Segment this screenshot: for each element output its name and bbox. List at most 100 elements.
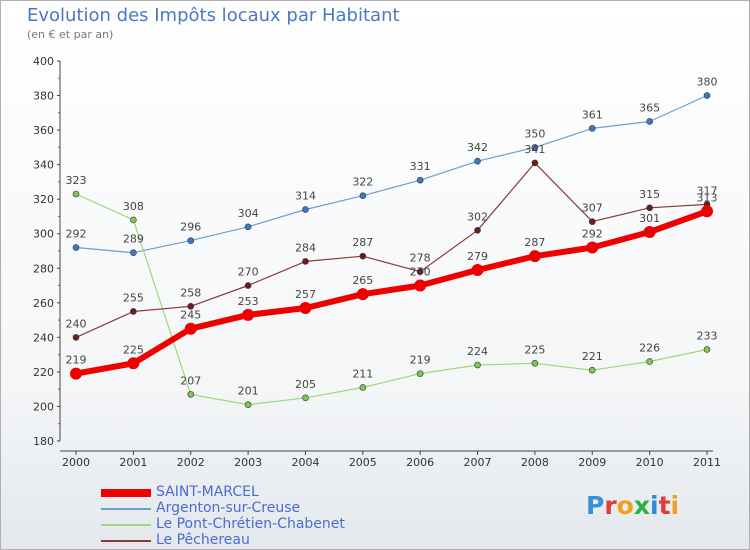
data-point: [130, 308, 137, 315]
series-line: [75, 193, 708, 406]
data-point: [528, 250, 541, 263]
data-point: [244, 401, 252, 409]
x-tick-label: 2010: [636, 456, 664, 469]
data-label: 308: [123, 200, 144, 213]
data-point: [130, 249, 137, 257]
data-label: 265: [352, 274, 373, 287]
data-point: [130, 216, 137, 224]
data-point: [646, 118, 653, 125]
data-label: 365: [639, 101, 660, 114]
data-label: 287: [524, 236, 545, 249]
data-point: [588, 125, 596, 132]
data-point: [588, 218, 596, 225]
data-label: 207: [180, 374, 201, 387]
data-point: [588, 366, 596, 374]
data-point: [416, 176, 424, 184]
data-point: [244, 223, 252, 231]
data-label: 211: [352, 367, 373, 380]
data-label: 270: [410, 266, 431, 279]
data-point: [703, 346, 711, 353]
data-label: 270: [238, 266, 259, 279]
data-label: 258: [180, 286, 201, 299]
data-label: 255: [123, 291, 144, 304]
legend-label-pont-chretien: Le Pont-Chrétien-Chabenet: [156, 516, 345, 532]
data-point: [302, 206, 309, 213]
data-point: [70, 367, 82, 380]
y-tick-label: 260: [33, 297, 54, 310]
data-point: [414, 279, 427, 292]
x-tick-label: 2006: [406, 456, 434, 469]
data-label: 201: [238, 385, 259, 398]
data-point: [474, 157, 481, 165]
chart-subtitle: (en € et par an): [27, 28, 114, 41]
data-label: 296: [180, 221, 201, 234]
x-tick-label: 2002: [177, 456, 205, 469]
data-label: 315: [639, 188, 660, 201]
data-label: 292: [582, 228, 603, 241]
x-tick-label: 2005: [349, 456, 377, 469]
legend-label-argenton: Argenton-sur-Creuse: [156, 500, 301, 516]
data-point: [474, 361, 481, 369]
data-label: 225: [123, 343, 144, 356]
data-point: [643, 226, 656, 238]
x-tick-label: 2000: [62, 456, 90, 469]
data-point: [531, 359, 539, 367]
data-label: 323: [66, 174, 87, 187]
data-label: 292: [66, 228, 87, 241]
data-label: 224: [467, 345, 488, 358]
y-tick-label: 300: [33, 228, 54, 241]
data-label: 331: [410, 160, 431, 173]
data-point: [471, 264, 484, 276]
series-line: [73, 208, 710, 377]
data-point: [72, 334, 80, 341]
data-label: 341: [524, 143, 545, 156]
data-point: [703, 92, 711, 99]
data-label: 284: [295, 241, 316, 254]
data-label: 314: [295, 190, 316, 203]
data-point: [359, 192, 367, 200]
x-tick-label: 2011: [693, 456, 721, 469]
data-label: 219: [66, 354, 87, 367]
y-tick-label: 320: [33, 193, 54, 206]
data-label: 287: [352, 236, 373, 249]
x-tick-label: 2009: [578, 456, 606, 469]
data-point: [586, 241, 599, 254]
data-label: 302: [467, 210, 488, 223]
x-tick-label: 2003: [234, 456, 262, 469]
y-tick-label: 220: [33, 366, 54, 379]
chart-title: Evolution des Impôts locaux par Habitant: [27, 5, 400, 26]
y-tick-label: 400: [33, 55, 54, 68]
data-point: [646, 358, 653, 365]
data-point: [646, 204, 653, 212]
legend-label-saint-marcel: SAINT-MARCEL: [156, 484, 259, 500]
data-label: 240: [66, 317, 87, 330]
data-label: 233: [697, 329, 718, 342]
data-point: [356, 288, 369, 301]
data-point: [187, 302, 195, 310]
legend-label-pechereau: Le Pêchereau: [156, 532, 250, 548]
data-label: 313: [697, 191, 718, 204]
data-point: [302, 394, 309, 402]
data-label: 205: [295, 378, 316, 391]
y-tick-label: 180: [33, 435, 54, 448]
x-tick-label: 2007: [464, 456, 492, 469]
data-label: 226: [639, 342, 660, 355]
series-line: [75, 162, 708, 338]
data-point: [474, 226, 481, 234]
data-point: [244, 282, 252, 289]
series-line: [75, 94, 708, 254]
data-label: 301: [639, 212, 660, 225]
data-label: 307: [582, 202, 603, 215]
data-label: 317: [697, 184, 718, 197]
data-point: [416, 268, 424, 276]
data-point: [302, 258, 309, 265]
data-label: 380: [697, 76, 718, 89]
y-tick-label: 380: [33, 90, 54, 103]
data-label: 225: [524, 343, 545, 356]
data-point: [187, 391, 195, 398]
data-point: [701, 205, 713, 218]
data-label: 257: [295, 288, 316, 301]
data-label: 253: [238, 295, 259, 308]
